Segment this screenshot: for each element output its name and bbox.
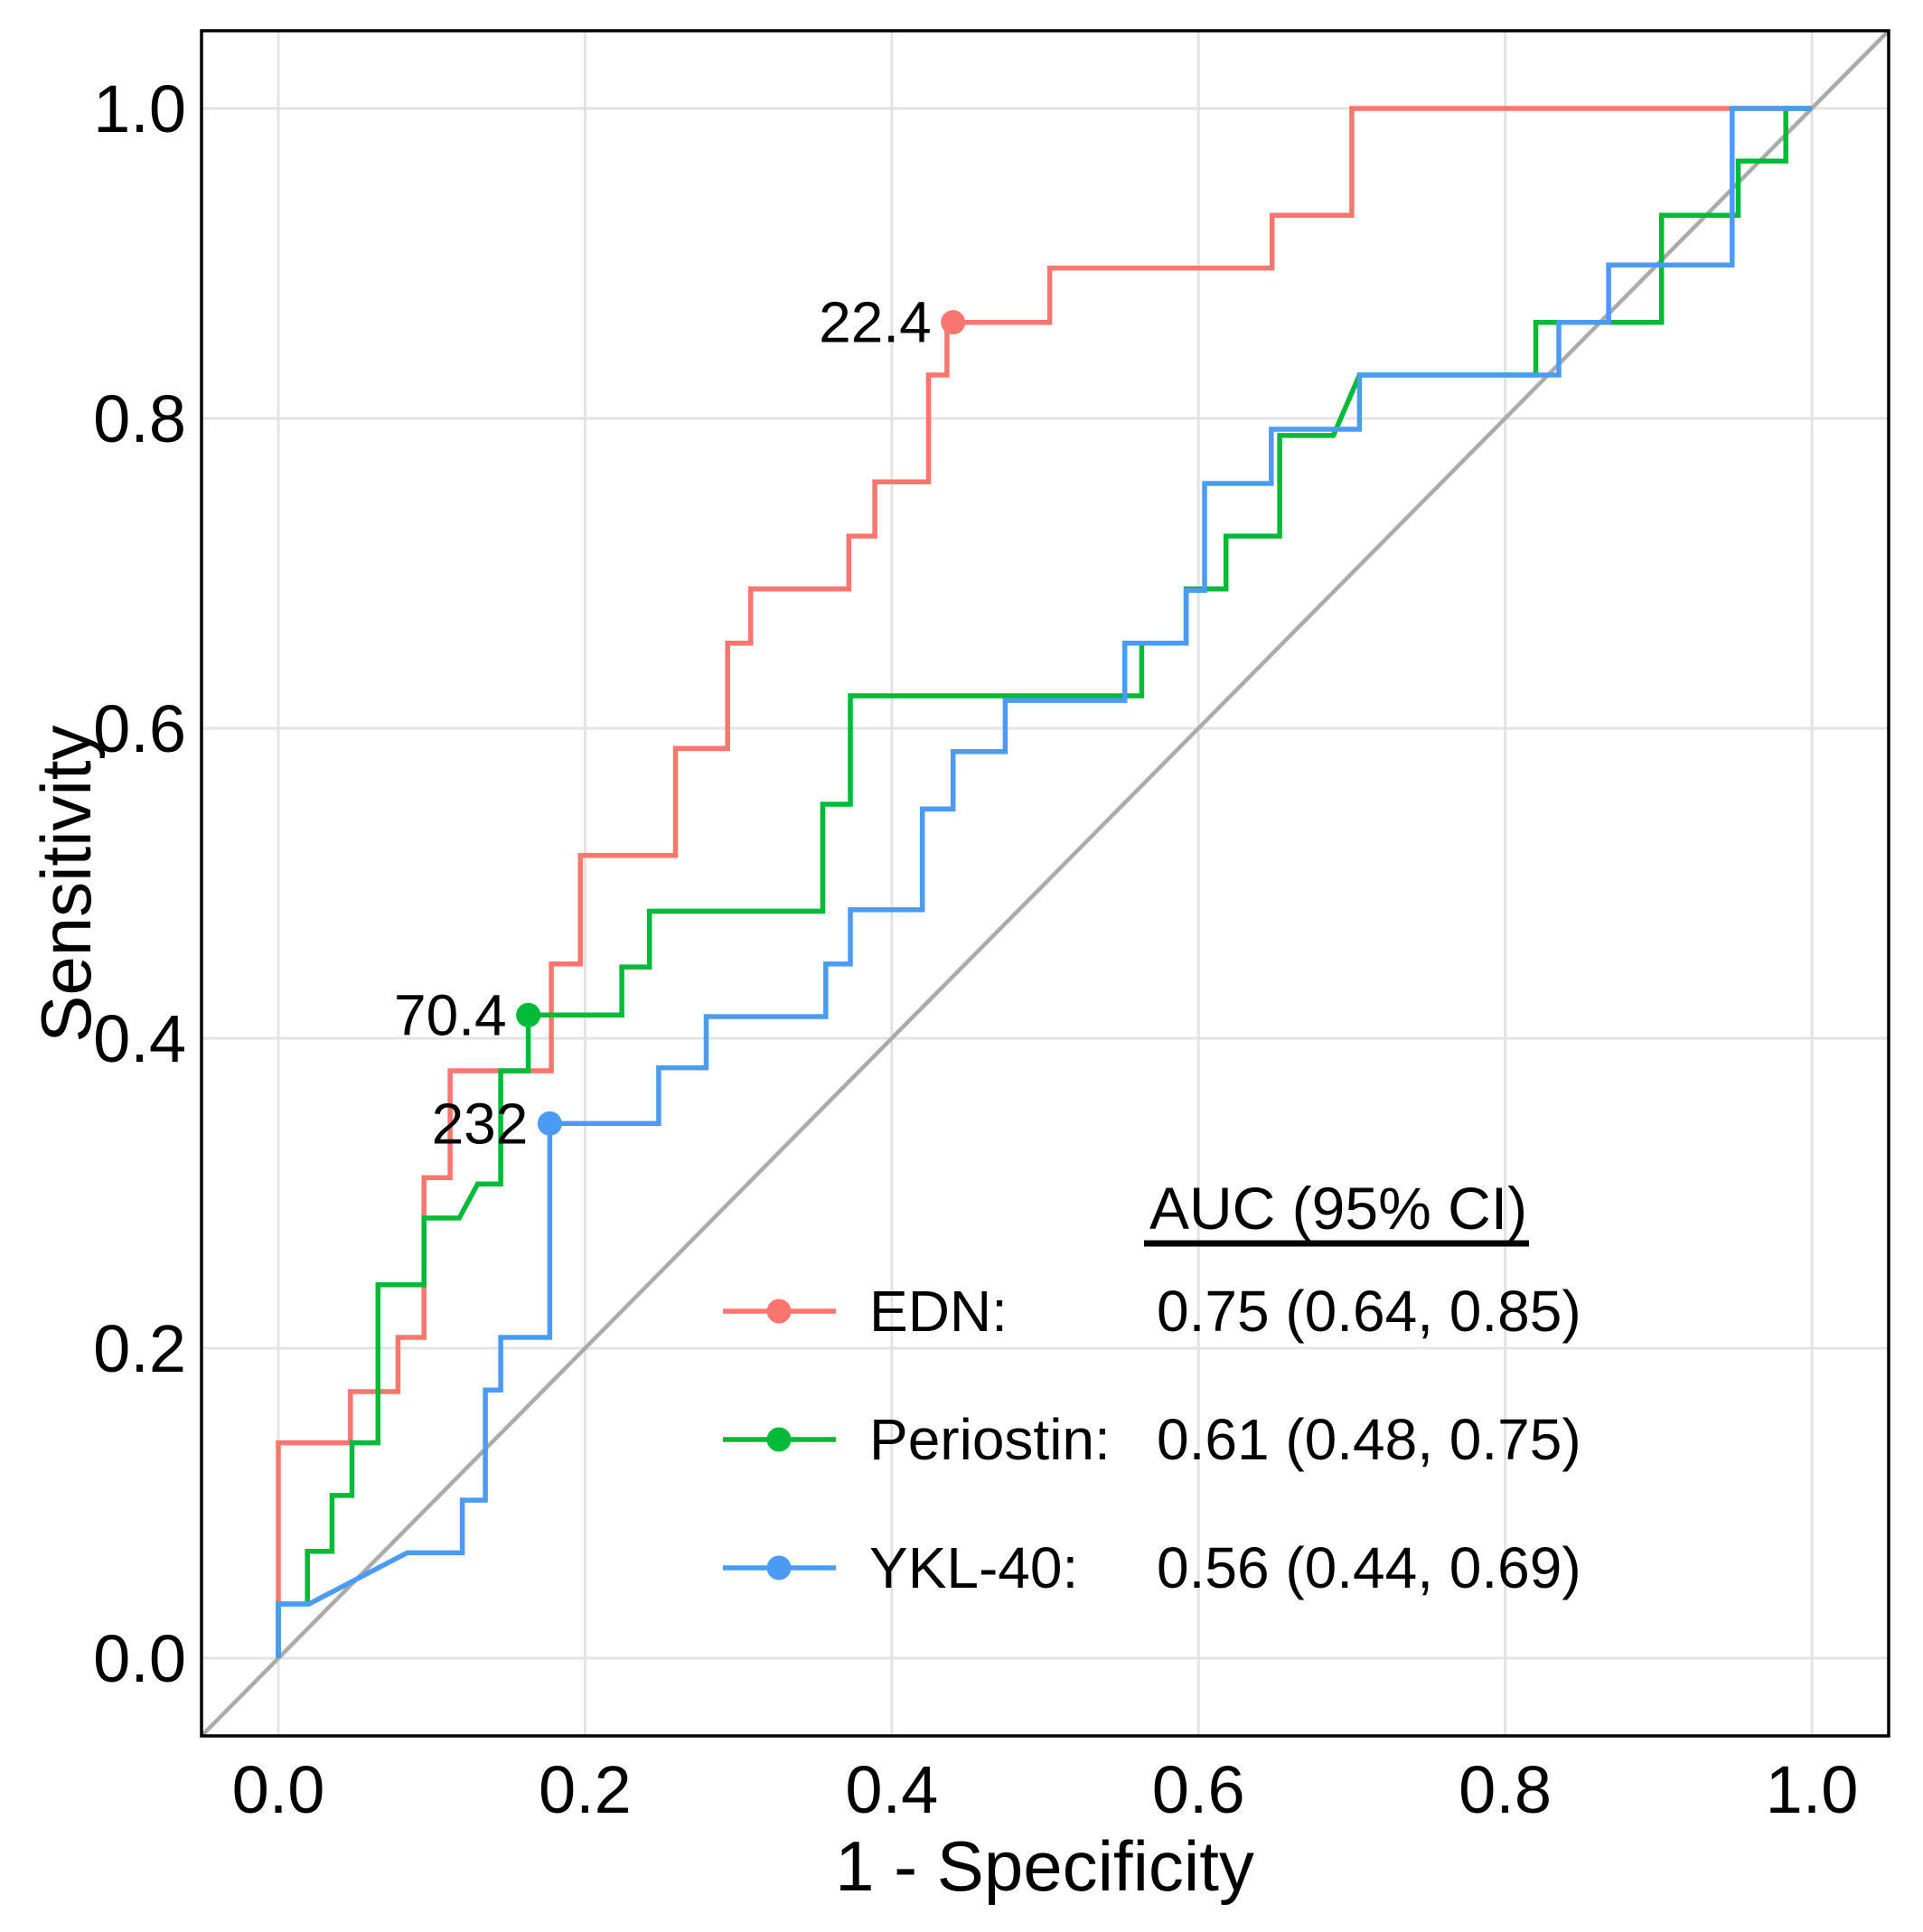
- cutoff-markers: 22.4 70.4 232: [394, 290, 966, 1156]
- legend-value-periostin: 0.61 (0.48, 0.75): [1157, 1407, 1581, 1472]
- cutoff-dot-ykl-40: [537, 1111, 562, 1136]
- legend-value-ykl40: 0.56 (0.44, 0.69): [1157, 1535, 1581, 1600]
- cutoff-label-edn: 22.4: [819, 290, 932, 355]
- legend-label-periostin: Periostin:: [869, 1407, 1111, 1472]
- legend-label-ykl40: YKL-40:: [869, 1535, 1078, 1600]
- cutoff-label-periostin: 70.4: [394, 982, 507, 1047]
- cutoff-dot-edn: [941, 310, 966, 335]
- legend-marker-dot-edn: [766, 1299, 792, 1324]
- legend-value-edn: 0.75 (0.64, 0.85): [1157, 1279, 1581, 1344]
- y-tick-labels: 0.0 0.2 0.4 0.6 0.8 1.0: [93, 71, 186, 1696]
- gridlines: [202, 31, 1889, 1736]
- y-tick-label: 0.4: [93, 1001, 186, 1076]
- x-tick-label: 1.0: [1766, 1752, 1859, 1827]
- x-tick-label: 0.4: [845, 1752, 938, 1827]
- y-tick-label: 0.2: [93, 1311, 186, 1386]
- y-tick-label: 0.8: [93, 381, 186, 456]
- x-tick-label: 0.6: [1152, 1752, 1245, 1827]
- legend-marker-dot-periostin: [766, 1427, 792, 1452]
- x-axis-title: 1 - Specificity: [835, 1826, 1254, 1906]
- y-tick-label: 0.0: [93, 1621, 186, 1696]
- cutoff-dot-periostin: [516, 1002, 541, 1027]
- legend-marker-dot-ykl40: [766, 1555, 792, 1580]
- x-tick-label: 0.2: [539, 1752, 632, 1827]
- roc-curve-ykl-40: [276, 106, 1812, 1658]
- legend-header: AUC (95% CI): [1149, 1175, 1527, 1242]
- legend: AUC (95% CI) EDN: 0.75 (0.64, 0.85) Peri…: [723, 1175, 1581, 1600]
- panel-border: [200, 29, 1890, 1738]
- x-tick-label: 0.0: [232, 1752, 325, 1827]
- roc-curve-edn: [276, 106, 1812, 1658]
- y-tick-label: 0.6: [93, 691, 186, 766]
- x-tick-label: 0.8: [1459, 1752, 1552, 1827]
- legend-label-edn: EDN:: [869, 1279, 1008, 1344]
- y-axis-title: Sensitivity: [26, 725, 106, 1042]
- x-tick-labels: 0.0 0.2 0.4 0.6 0.8 1.0: [232, 1752, 1859, 1827]
- y-tick-label: 1.0: [93, 71, 186, 146]
- cutoff-label-ykl-40: 232: [432, 1091, 529, 1156]
- roc-curve-periostin: [276, 106, 1812, 1658]
- roc-curves: [276, 106, 1812, 1658]
